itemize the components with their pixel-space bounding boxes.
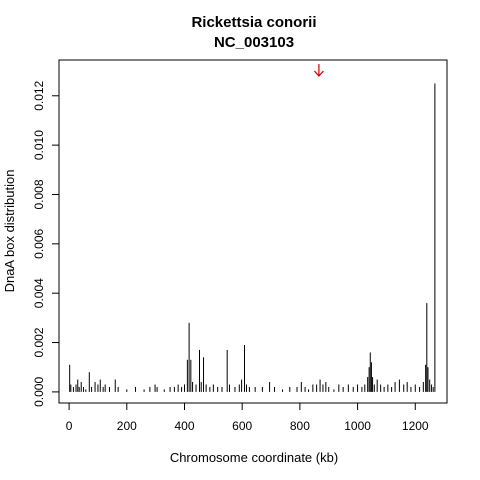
y-tick-label-0: 0.000 (32, 377, 46, 407)
y-axis-label: DnaA box distribution (2, 170, 17, 293)
x-tick-label-4: 800 (290, 419, 310, 433)
chart-subtitle: NC_003103 (214, 34, 294, 51)
x-tick-label-0: 0 (66, 419, 73, 433)
x-tick-label-5: 1000 (344, 419, 371, 433)
y-tick-label-6: 0.012 (32, 80, 46, 110)
origin-marker (313, 64, 324, 77)
x-tick-label-2: 400 (174, 419, 194, 433)
chart-title: Rickettsia conorii (191, 14, 316, 31)
x-tick-label-3: 600 (232, 419, 252, 433)
bar-series (69, 83, 436, 392)
plot-frame (58, 59, 448, 404)
x-axis: 0 200 400 600 800 1000 1200 (66, 402, 429, 433)
y-tick-label-5: 0.010 (32, 130, 46, 160)
x-tick-label-1: 200 (117, 419, 137, 433)
y-tick-label-3: 0.006 (32, 228, 46, 258)
marker-arrow-head (313, 70, 324, 77)
y-tick-label-4: 0.008 (32, 179, 46, 209)
x-axis-label: Chromosome coordinate (kb) (170, 450, 338, 465)
y-tick-label-1: 0.002 (32, 327, 46, 357)
x-tick-label-6: 1200 (402, 419, 429, 433)
y-tick-label-2: 0.004 (32, 278, 46, 308)
y-axis: 0.000 0.002 0.004 0.006 0.008 0.010 0.012 (32, 80, 60, 407)
